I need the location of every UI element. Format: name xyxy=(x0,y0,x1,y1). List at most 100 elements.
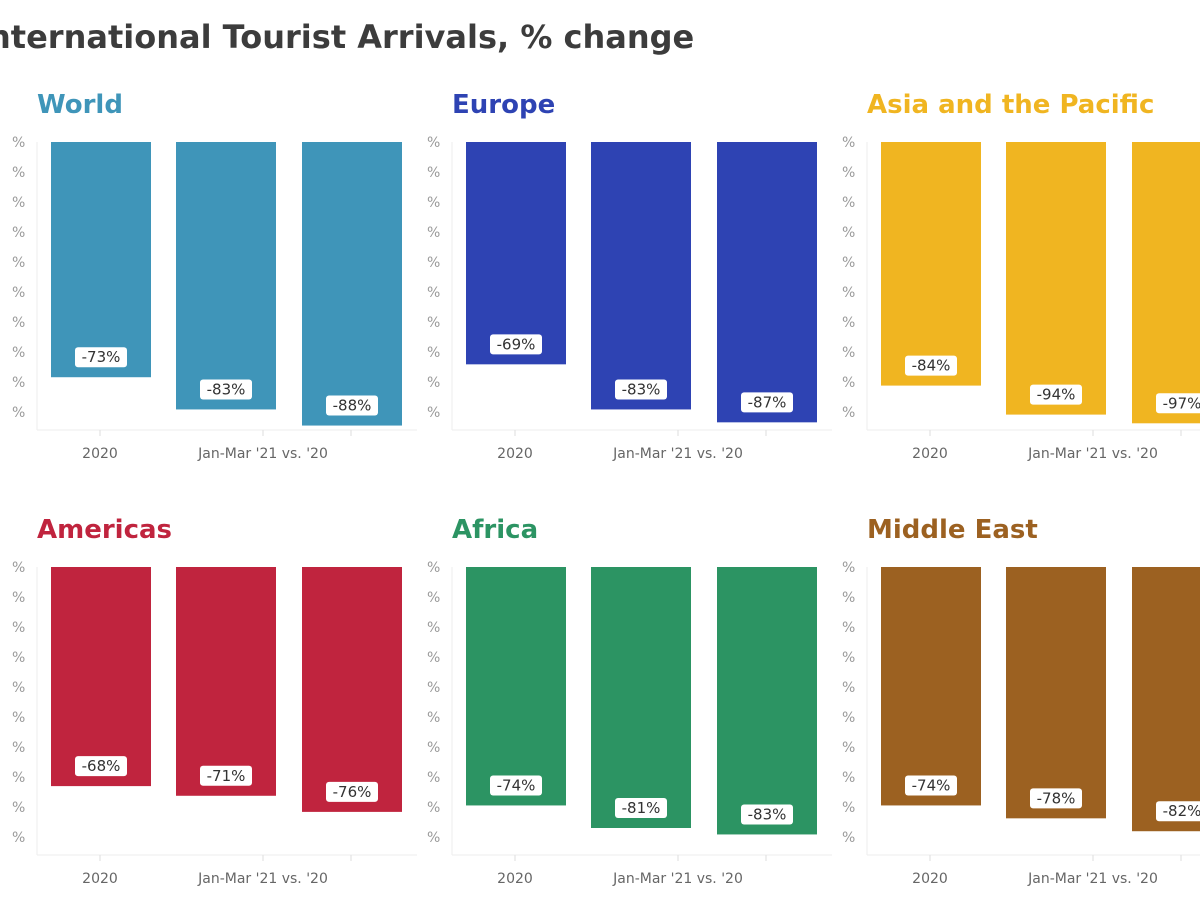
y-tick-label: % xyxy=(12,740,25,756)
y-tick-label: % xyxy=(842,560,855,576)
data-label-bg xyxy=(1030,788,1082,809)
data-label: -71% xyxy=(207,767,246,785)
y-tick-label: % xyxy=(842,620,855,636)
y-tick-label: % xyxy=(12,770,25,786)
x-tick-label: Jan-Mar '21 vs. '20 xyxy=(197,871,328,887)
data-label: -88% xyxy=(333,397,372,415)
data-label-bg xyxy=(200,379,252,400)
data-label: -83% xyxy=(622,380,661,398)
data-label-bg xyxy=(615,798,667,818)
panel-world: World%%%%%%%%%% -73% -83% -88% 2020 Jan-Mar '… xyxy=(12,90,437,470)
bar-chart-svg: %%%%%%%%%% -68% -71% -76% 2020 Jan-Mar '21 vs… xyxy=(12,560,417,887)
bar xyxy=(591,567,691,828)
y-tick-label: % xyxy=(842,135,855,151)
y-tick-label: % xyxy=(842,650,855,666)
data-label: -83% xyxy=(207,380,246,398)
data-label-bg xyxy=(741,392,793,413)
y-tick-label: % xyxy=(12,165,25,181)
y-tick-label: % xyxy=(427,285,440,301)
data-label-bg xyxy=(615,379,667,400)
x-tick-label: Jan-Mar '21 vs. '20 xyxy=(612,871,743,887)
y-tick-label: % xyxy=(12,225,25,241)
bar-chart-svg: %%%%%%%%%% -69% -83% -87% 2020 Jan-Mar '21 vs… xyxy=(427,135,832,462)
x-tick-label: 2020 xyxy=(497,871,533,887)
data-label-bg xyxy=(1030,384,1082,405)
y-tick-label: % xyxy=(842,165,855,181)
bar xyxy=(717,142,817,423)
y-tick-label: % xyxy=(12,710,25,726)
x-tick-label: Jan-Mar '21 vs. '20 xyxy=(197,446,328,462)
data-label-bg xyxy=(1156,393,1200,414)
y-tick-label: % xyxy=(842,770,855,786)
y-tick-label: % xyxy=(427,135,440,151)
y-tick-label: % xyxy=(12,590,25,606)
data-label: -87% xyxy=(748,393,787,411)
x-tick-label: 2020 xyxy=(82,446,118,462)
data-label: -73% xyxy=(82,348,121,366)
y-tick-label: % xyxy=(427,345,440,361)
bar xyxy=(466,567,566,806)
panel-middle-east: Middle East%%%%%%%%%% -74% -78% -82% 2020 Jan… xyxy=(842,515,1200,895)
y-tick-label: % xyxy=(842,225,855,241)
bar xyxy=(1132,567,1200,832)
y-tick-label: % xyxy=(427,620,440,636)
data-label: -97% xyxy=(1163,394,1200,412)
bar xyxy=(881,142,981,386)
panel-title: Middle East xyxy=(867,515,1038,545)
bar xyxy=(881,567,981,806)
y-tick-label: % xyxy=(12,650,25,666)
data-label-bg xyxy=(75,347,127,368)
bar xyxy=(591,142,691,410)
data-label: -83% xyxy=(748,805,787,823)
y-tick-label: % xyxy=(427,165,440,181)
bar xyxy=(1132,142,1200,424)
bar-chart-svg: %%%%%%%%%% -84% -94% -97% 2020 Jan-Mar '21 vs… xyxy=(842,135,1200,462)
y-tick-label: % xyxy=(12,375,25,391)
y-tick-label: % xyxy=(842,710,855,726)
data-label-bg xyxy=(490,775,542,796)
data-label-bg xyxy=(905,775,957,796)
y-tick-label: % xyxy=(427,710,440,726)
x-tick-label: 2020 xyxy=(912,871,948,887)
bar-chart-svg: %%%%%%%%%% -74% -78% -82% 2020 Jan-Mar '21 vs… xyxy=(842,560,1200,887)
bar-chart-svg: %%%%%%%%%% -74% -81% -83% 2020 Jan-Mar '21 vs… xyxy=(427,560,832,887)
data-label: -78% xyxy=(1037,789,1076,807)
data-label-bg xyxy=(200,765,252,786)
panel-asia-and-the-pacific: Asia and the Pacific%%%%%%%%%% -84% -94% -9… xyxy=(842,90,1200,470)
y-tick-label: % xyxy=(12,405,25,421)
x-tick-label: 2020 xyxy=(82,871,118,887)
y-tick-label: % xyxy=(842,405,855,421)
y-tick-label: % xyxy=(12,315,25,331)
x-tick-label: Jan-Mar '21 vs. '20 xyxy=(1027,871,1158,887)
y-tick-label: % xyxy=(842,830,855,846)
bar xyxy=(717,567,817,835)
y-tick-label: % xyxy=(427,740,440,756)
y-tick-label: % xyxy=(427,225,440,241)
data-label-bg xyxy=(75,756,127,777)
y-tick-label: % xyxy=(427,770,440,786)
y-tick-label: % xyxy=(427,195,440,211)
bar xyxy=(302,142,402,426)
bar xyxy=(51,567,151,787)
y-tick-label: % xyxy=(12,285,25,301)
bar xyxy=(176,567,276,796)
data-label-bg xyxy=(1156,801,1200,822)
data-label-bg xyxy=(326,395,378,416)
panel-title: Americas xyxy=(37,515,173,545)
data-label: -69% xyxy=(497,335,536,353)
y-tick-label: % xyxy=(842,255,855,271)
panel-title: Europe xyxy=(452,90,556,120)
y-tick-label: % xyxy=(427,680,440,696)
y-tick-label: % xyxy=(12,830,25,846)
panel-title: Asia and the Pacific xyxy=(867,90,1155,120)
data-label: -74% xyxy=(912,776,951,794)
data-label: -68% xyxy=(82,757,121,775)
data-label: -81% xyxy=(622,799,661,817)
bar xyxy=(1006,567,1106,819)
y-tick-label: % xyxy=(12,255,25,271)
y-tick-label: % xyxy=(427,650,440,666)
x-tick-label: Jan-Mar '21 vs. '20 xyxy=(612,446,743,462)
x-tick-label: 2020 xyxy=(912,446,948,462)
y-tick-label: % xyxy=(427,590,440,606)
y-tick-label: % xyxy=(427,560,440,576)
